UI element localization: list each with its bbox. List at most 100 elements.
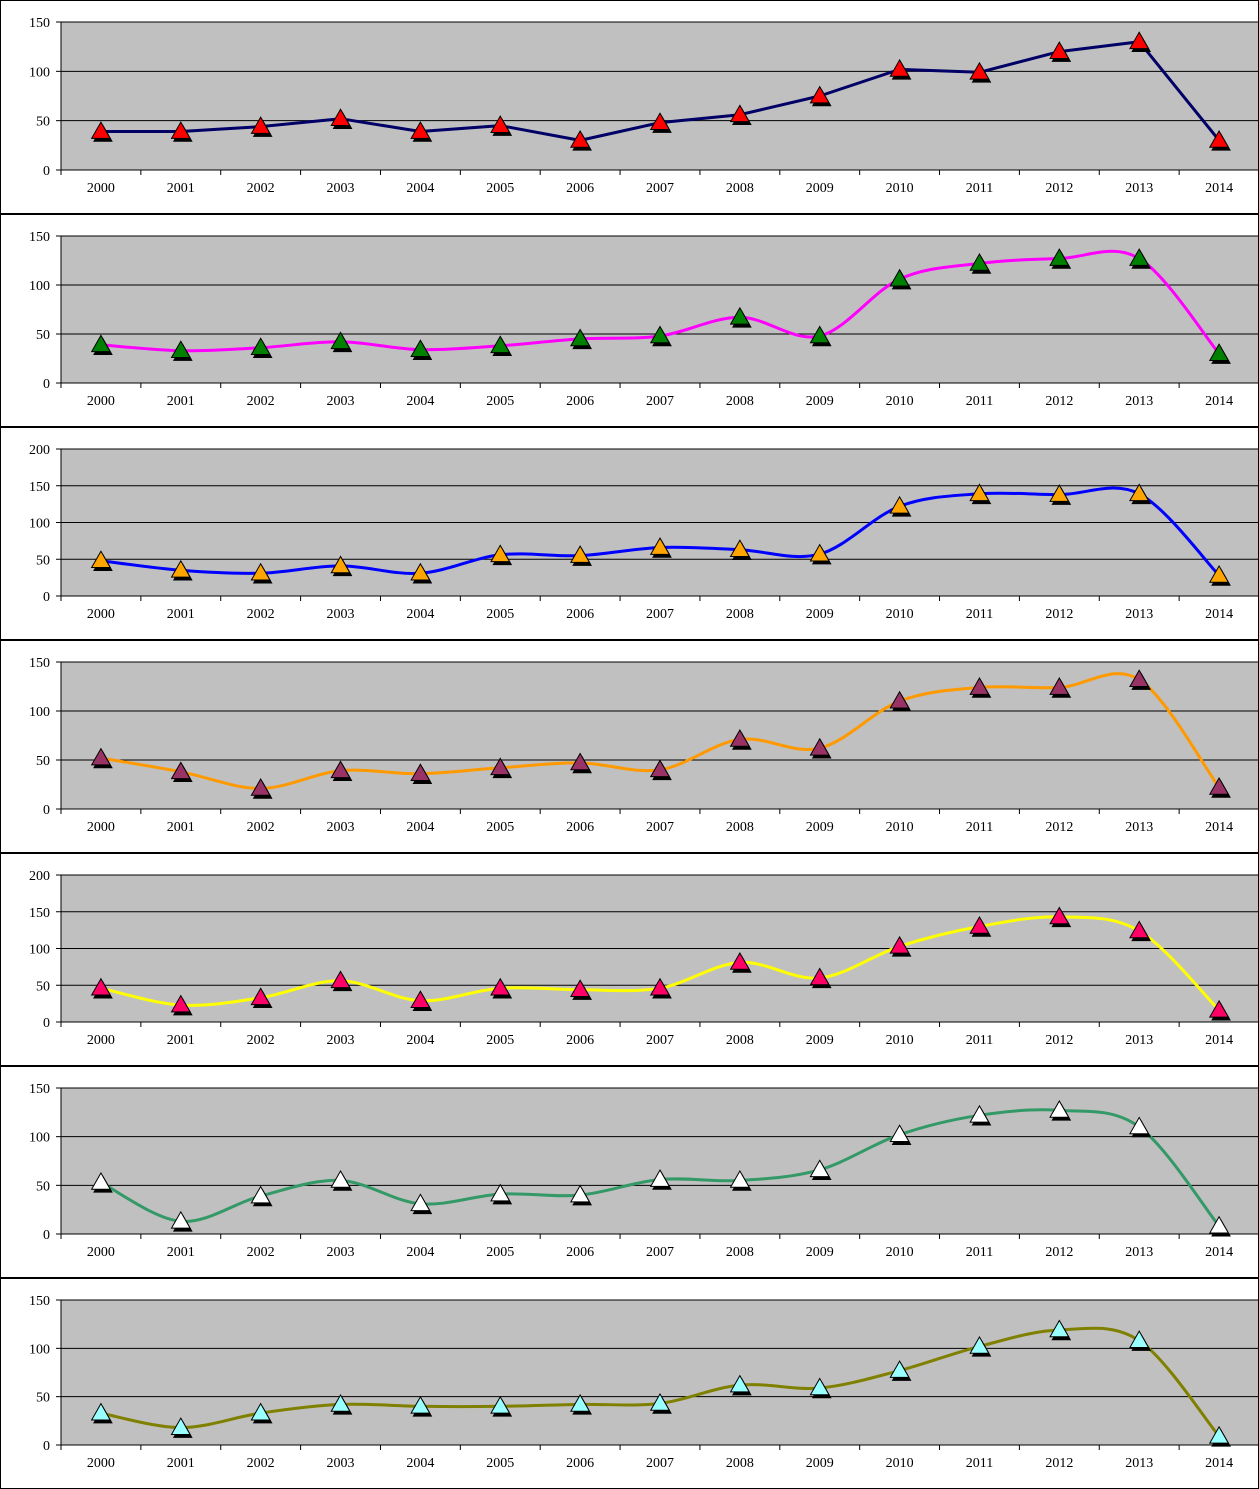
x-tick-label: 2001 [167, 820, 195, 835]
marker [1129, 1330, 1150, 1348]
data-point [649, 977, 672, 999]
y-tick-label: 100 [29, 279, 50, 294]
x-tick-label: 2011 [966, 1033, 993, 1048]
marker [1049, 906, 1070, 925]
marker [490, 977, 511, 996]
marker [889, 268, 910, 287]
marker [90, 334, 112, 353]
marker [889, 495, 910, 514]
x-tick-label: 2002 [247, 181, 275, 196]
plot-area [60, 1299, 1258, 1446]
marker [729, 539, 751, 558]
marker [1049, 41, 1070, 59]
marker [410, 763, 431, 782]
x-tick-label: 2006 [566, 1456, 594, 1471]
chart-1: 0 50 100 150 2000 2001 2002 2003 2004 2005 2006 200… [29, 16, 1258, 196]
x-tick-label: 2003 [327, 607, 355, 622]
data-point [490, 1183, 513, 1205]
data-point [410, 763, 433, 784]
data-point [410, 339, 433, 360]
x-tick-label: 2012 [1045, 181, 1073, 196]
x-tick-label: 2002 [247, 607, 275, 622]
data-point [569, 129, 592, 151]
data-point [1049, 1099, 1072, 1121]
y-tick-label: 150 [29, 1294, 50, 1309]
marker [649, 325, 671, 344]
data-point [1049, 1319, 1072, 1341]
x-tick-label: 2012 [1045, 1245, 1073, 1260]
x-tick-label: 2014 [1205, 1033, 1233, 1048]
marker [889, 935, 910, 954]
data-point [809, 967, 832, 989]
data-point [969, 916, 992, 937]
data-point [1208, 343, 1231, 364]
data-point [889, 495, 912, 517]
x-tick-label: 2013 [1125, 1456, 1153, 1471]
chart-panel-3: 0 50 100 150 200 2000 2001 2002 2003 2004 2005 2006… [0, 427, 1259, 640]
x-tick-label: 2008 [726, 607, 754, 622]
marker [250, 777, 271, 796]
data-point [1049, 484, 1072, 505]
marker [90, 550, 112, 569]
marker [969, 483, 990, 502]
x-tick-label: 2007 [646, 820, 674, 835]
marker [1208, 343, 1230, 361]
x-tick-label: 2012 [1045, 394, 1073, 409]
chart-2: 0 50 100 150 2000 2001 2002 2003 2004 2005 2006 200… [29, 230, 1258, 409]
data-point [649, 1393, 672, 1414]
marker [889, 1360, 910, 1378]
x-tick-label: 2003 [327, 1245, 355, 1260]
chart-4: 0 50 100 150 2000 2001 2002 2003 2004 2005 2006 200… [29, 656, 1258, 835]
data-point [809, 85, 832, 107]
x-tick-label: 2010 [886, 607, 914, 622]
y-tick-label: 50 [36, 328, 50, 343]
data-point [170, 559, 193, 581]
data-point [250, 987, 273, 1009]
x-tick-label: 2006 [566, 1033, 594, 1048]
data-point [649, 325, 672, 347]
marker [410, 339, 431, 358]
x-tick-label: 2010 [886, 820, 914, 835]
data-point [729, 539, 752, 560]
data-point [969, 61, 992, 83]
marker [90, 1171, 112, 1190]
data-point [410, 562, 433, 584]
data-point [1129, 669, 1152, 690]
marker [1208, 1215, 1230, 1234]
marker [410, 1395, 431, 1414]
data-point [250, 562, 273, 584]
x-tick-label: 2009 [806, 607, 834, 622]
marker [490, 1395, 511, 1414]
marker [729, 952, 751, 970]
marker [649, 537, 671, 555]
marker [490, 335, 511, 354]
x-tick-label: 2006 [566, 181, 594, 196]
data-point [649, 537, 672, 558]
x-tick-label: 2009 [806, 394, 834, 409]
y-tick-label: 200 [29, 869, 50, 884]
x-tick-label: 2008 [726, 1033, 754, 1048]
x-tick-label: 2003 [327, 1033, 355, 1048]
x-tick-label: 2009 [806, 181, 834, 196]
y-tick-label: 50 [36, 1179, 50, 1194]
marker [330, 1170, 351, 1188]
x-tick-label: 2007 [646, 181, 674, 196]
marker [490, 544, 511, 563]
x-tick-label: 2011 [966, 394, 993, 409]
data-point [1129, 248, 1152, 269]
marker [490, 1183, 511, 1202]
marker [969, 677, 990, 695]
data-point [969, 1335, 992, 1357]
data-point [889, 1124, 912, 1145]
x-tick-label: 2010 [886, 1245, 914, 1260]
marker [569, 752, 591, 771]
x-tick-label: 2000 [87, 607, 115, 622]
x-tick-label: 2007 [646, 1033, 674, 1048]
marker [569, 1184, 591, 1203]
marker [170, 761, 191, 780]
marker [250, 1185, 271, 1204]
data-point [649, 112, 672, 133]
x-tick-label: 2000 [87, 820, 115, 835]
x-tick-label: 2009 [806, 1245, 834, 1260]
